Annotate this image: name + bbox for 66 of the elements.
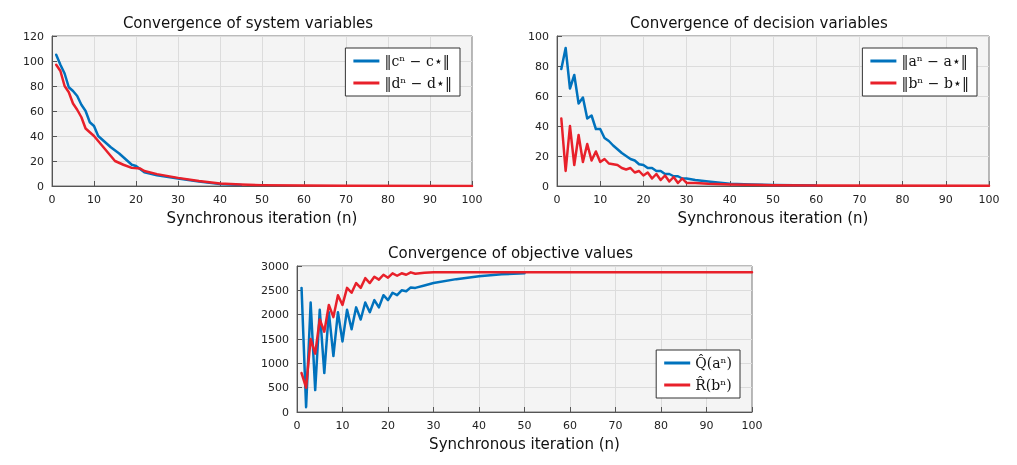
x-axis-title: Synchronous iteration (n) [429, 434, 620, 453]
x-tick-label: 90 [699, 419, 714, 432]
y-tick-label: 1000 [261, 356, 289, 370]
y-tick-label: 0 [282, 405, 289, 419]
y-tick-label: 100 [528, 29, 549, 43]
x-tick-label: 30 [171, 193, 185, 206]
x-tick-label: 90 [938, 193, 953, 206]
y-tick-label: 500 [268, 381, 289, 395]
line-series [560, 117, 991, 188]
chart-title: Convergence of system variables [122, 13, 374, 32]
x-tick-label: 70 [852, 193, 867, 206]
legend-label: ‖cⁿ − c⋆‖ [384, 53, 450, 70]
y-tick-label: 120 [23, 29, 44, 43]
legend-label: Q̂(aⁿ) [695, 354, 733, 371]
x-tick-label: 60 [563, 419, 577, 432]
y-tick-label: 40 [535, 119, 549, 133]
x-tick-label: 60 [297, 193, 311, 206]
x-tick-label: 80 [381, 193, 395, 206]
x-axis-title: Synchronous iteration (n) [677, 208, 869, 227]
x-tick-label: 30 [426, 419, 441, 432]
x-tick-label: 40 [472, 419, 486, 432]
y-tick-label: 60 [535, 89, 549, 103]
x-tick-label: 20 [636, 193, 651, 206]
y-tick-label: 100 [23, 54, 44, 68]
y-tick-label: 20 [30, 154, 44, 168]
y-tick-label: 1500 [261, 332, 289, 346]
x-tick-label: 50 [255, 193, 269, 206]
x-tick-label: 100 [461, 193, 483, 206]
x-tick-label: 40 [213, 193, 227, 206]
y-tick-label: 2000 [261, 308, 289, 322]
y-tick-label: 40 [30, 129, 44, 143]
x-tick-label: 100 [978, 193, 1000, 206]
x-tick-label: 40 [722, 193, 737, 206]
legend-label: ‖bⁿ − b⋆‖ [901, 75, 970, 92]
y-tick-label: 20 [535, 149, 549, 163]
x-tick-label: 0 [48, 193, 56, 206]
x-tick-label: 100 [741, 419, 763, 432]
x-tick-label: 20 [129, 193, 143, 206]
x-tick-label: 80 [895, 193, 910, 206]
x-tick-label: 70 [339, 193, 353, 206]
chart-title: Convergence of objective values [388, 243, 634, 262]
y-tick-label: 0 [542, 179, 549, 193]
x-tick-label: 10 [593, 193, 608, 206]
y-tick-label: 60 [30, 104, 44, 118]
x-tick-label: 70 [608, 419, 623, 432]
x-tick-label: 50 [766, 193, 780, 206]
y-tick-label: 0 [37, 179, 44, 193]
y-tick-label: 2500 [261, 283, 289, 297]
x-tick-label: 60 [809, 193, 824, 206]
legend-label: R̂(bⁿ) [695, 376, 732, 393]
x-tick-label: 90 [423, 193, 437, 206]
x-tick-label: 10 [87, 193, 101, 206]
x-tick-label: 20 [381, 419, 395, 432]
x-tick-label: 80 [654, 419, 668, 432]
y-tick-label: 3000 [261, 259, 289, 273]
x-axis-title: Synchronous iteration (n) [166, 208, 358, 227]
x-tick-label: 30 [679, 193, 694, 206]
legend-label: ‖aⁿ − a⋆‖ [901, 53, 968, 70]
x-tick-label: 0 [293, 419, 301, 432]
x-tick-label: 0 [553, 193, 561, 206]
y-tick-label: 80 [30, 79, 44, 93]
legend-label: ‖dⁿ − d⋆‖ [384, 75, 453, 92]
y-tick-label: 80 [535, 59, 549, 73]
x-tick-label: 10 [335, 419, 350, 432]
chart-title: Convergence of decision variables [630, 13, 889, 32]
x-tick-label: 50 [517, 419, 532, 432]
